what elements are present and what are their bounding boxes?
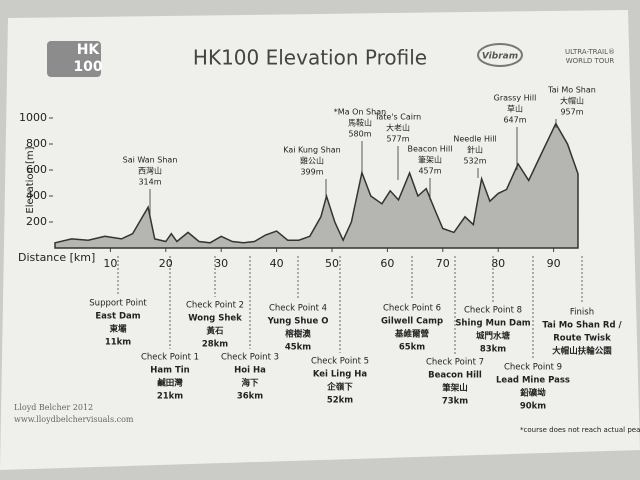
checkpoint-label: Check Point 4 [269,304,327,314]
checkpoint-label: 筆架山 [442,383,468,394]
peak-label: 399m [300,168,323,177]
author: Lloyd Belcher 2012 [14,403,93,412]
checkpoint-label: Ham Tin [150,366,189,376]
peak-label: Needle Hill [453,135,496,144]
logo-box [47,41,101,77]
checkpoint-label: Check Point 5 [311,357,369,367]
peak-label: *Ma On Shan [334,108,386,117]
elevation-area [54,121,579,249]
peak-label: 大帽山 [560,96,584,106]
checkpoint-label: Route Twisk [553,334,611,344]
checkpoint-label: 黃石 [205,326,224,337]
checkpoint-label: 21km [157,392,183,402]
checkpoint-label: 11km [105,338,131,348]
checkpoint-label: Yung Shue O [267,317,329,327]
peak-label: 457m [418,167,441,176]
x-tick-label: 60 [380,257,394,270]
checkpoint-label: Shing Mun Dam [455,319,530,329]
logo-text: 100 [73,59,102,75]
checkpoint-label: 65km [399,343,425,353]
peak-label: 針山 [467,145,483,155]
checkpoint-label: 鉛礦坳 [519,388,546,399]
peak-label: Beacon Hill [408,145,453,154]
peak-label: 577m [386,135,409,144]
checkpoint-label: 鹹田灣 [157,378,183,389]
website: www.lloydbelchervisuals.com [14,415,134,424]
checkpoint-label: 90km [520,402,546,412]
y-tick-label: 1000 [19,111,47,124]
x-tick-label: 80 [491,257,505,270]
checkpoint-label: 榕樹澳 [285,329,311,340]
peak-label: 雞公山 [300,156,324,166]
peak-label: 筆架山 [418,155,442,165]
checkpoint-label: Finish [570,308,594,318]
checkpoint-label: Tai Mo Shan Rd / [542,321,622,331]
y-tick-label: 200 [26,215,47,228]
checkpoint-label: 城門水塘 [476,331,511,342]
y-tick-label: 800 [26,137,47,150]
x-axis-title: Distance [km] [18,251,95,264]
checkpoint-label: Check Point 8 [464,306,522,316]
checkpoint-label: Lead Mine Pass [496,376,570,386]
tour: WORLD TOUR [566,57,615,65]
checkpoint-label: 83km [480,345,506,355]
checkpoint-label: Hoi Ha [234,366,266,376]
checkpoint-label: Check Point 1 [141,353,199,363]
peak-label: Sai Wan Shan [123,156,178,165]
x-tick-label: 40 [270,257,284,270]
checkpoint-label: Beacon Hill [428,371,482,381]
x-tick-label: 50 [325,257,339,270]
checkpoint-label: 大帽山扶輪公園 [552,346,612,357]
checkpoint-label: 73km [442,397,468,407]
checkpoint-label: Check Point 7 [426,358,484,368]
x-tick-label: 90 [547,257,561,270]
peak-label: 西灣山 [138,166,162,176]
checkpoint-label: Check Point 9 [504,363,562,373]
checkpoint-label: 28km [202,340,228,350]
x-tick-label: 20 [159,257,173,270]
checkpoint-label: Support Point [89,299,147,309]
peak-label: 580m [348,130,371,139]
checkpoint-label: 36km [237,392,263,402]
note: *course does not reach actual peak [520,426,640,434]
peak-label: Tai Mo Shan [547,86,596,95]
sponsor: Vibram [482,52,518,62]
checkpoint-label: Kei Ling Ha [313,370,368,380]
peak-label: Grassy Hill [494,94,537,103]
checkpoint-label: Gilwell Camp [381,317,443,327]
title: HK100 Elevation Profile [193,46,427,70]
tour: ULTRA-TRAIL® [565,48,615,56]
checkpoint-label: Wong Shek [188,314,242,324]
checkpoint-label: 45km [285,343,311,353]
x-tick-label: 70 [436,257,450,270]
peak-label: 532m [463,157,486,166]
checkpoint-label: Check Point 6 [383,304,441,314]
checkpoint-label: 海下 [241,378,259,389]
checkpoint-label: Check Point 2 [186,301,244,311]
logo-text: HK [77,42,101,58]
plot: 200 400 600 800 1000 10 20 30 40 50 60 70 80 90 Sai Wa… [19,86,622,412]
checkpoint-label: 52km [327,396,353,406]
peak-label: 314m [138,178,161,187]
checkpoint-label: 東壩 [109,324,127,335]
peak-label: 大老山 [386,123,410,133]
peak-label: 957m [560,108,583,117]
peak-label: Kai Kung Shan [283,146,341,155]
checkpoint-label: Check Point 3 [221,353,279,363]
checkpoint-label: 基維爾營 [394,329,430,340]
y-tick-label: 600 [26,163,47,176]
peak-label: 草山 [507,104,523,114]
peak-label: 647m [503,116,526,125]
sponsor-logo [477,43,523,67]
y-tick-label: 400 [26,189,47,202]
x-tick-label: 10 [103,257,117,270]
y-axis-title: Elevation [m] [25,146,36,213]
x-tick-label: 30 [214,257,228,270]
checkpoint-label: East Dam [95,312,140,322]
peak-label: 馬鞍山 [348,118,372,128]
checkpoint-label: 企嶺下 [326,382,353,393]
peak-label: Tate's Cairn [374,113,421,122]
